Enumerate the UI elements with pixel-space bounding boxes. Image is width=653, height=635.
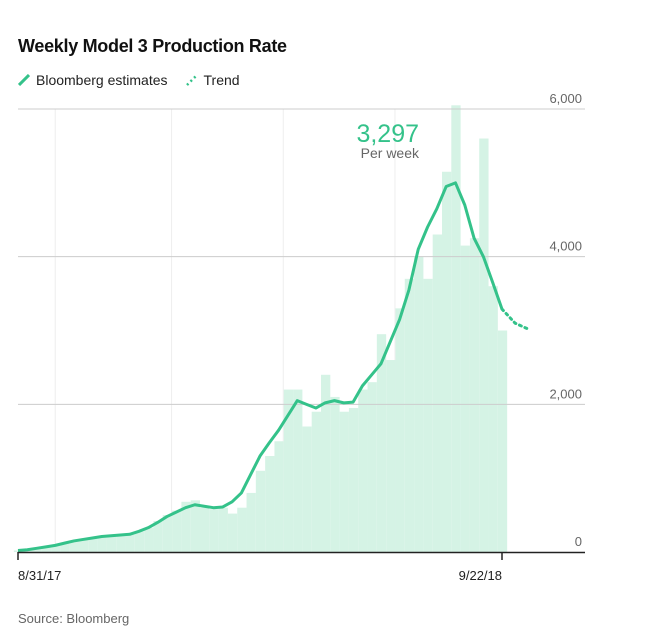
y-tick-label: 2,000 <box>549 386 582 401</box>
bar <box>479 138 489 553</box>
bar <box>190 500 200 552</box>
bar <box>404 278 415 552</box>
bar <box>488 286 498 552</box>
estimates-line <box>17 181 504 553</box>
bar <box>265 456 275 552</box>
bar <box>358 389 368 552</box>
legend-item-trend: Trend <box>185 72 240 88</box>
trend-line <box>500 307 530 331</box>
bar <box>134 531 145 552</box>
bar <box>311 411 321 552</box>
bar <box>367 382 377 552</box>
annotation-value: 3,297 <box>356 120 419 148</box>
bar <box>60 543 70 552</box>
bar <box>51 545 61 552</box>
bar <box>376 334 387 552</box>
bar <box>497 330 508 552</box>
bar <box>460 245 470 552</box>
bar <box>432 234 442 552</box>
bar <box>209 509 219 552</box>
bar <box>274 441 284 552</box>
bar <box>181 501 191 552</box>
bar <box>79 539 89 552</box>
bar <box>116 535 126 552</box>
bar <box>451 105 461 552</box>
bar <box>144 527 154 552</box>
bar <box>69 540 79 552</box>
bar <box>97 536 107 552</box>
y-tick-label: 0 <box>575 534 582 549</box>
bar <box>348 408 359 552</box>
bar <box>162 515 173 552</box>
y-tick-label: 6,000 <box>549 91 582 106</box>
bar <box>321 374 331 552</box>
bar <box>246 492 256 552</box>
bar <box>227 513 238 552</box>
legend: Bloomberg estimates Trend <box>18 72 240 88</box>
bar <box>125 534 135 552</box>
legend-label: Trend <box>203 72 240 88</box>
bar <box>293 389 303 552</box>
annotation-label: Per week <box>361 145 420 161</box>
bar <box>423 278 433 552</box>
source-note: Source: Bloomberg <box>18 611 130 626</box>
legend-item-estimates: Bloomberg estimates <box>18 72 168 88</box>
bar <box>106 535 117 552</box>
bar <box>469 238 480 553</box>
bar <box>218 507 228 552</box>
y-tick-label: 4,000 <box>549 239 582 254</box>
legend-label: Bloomberg estimates <box>36 72 168 88</box>
bar <box>88 537 98 552</box>
bar <box>153 520 163 552</box>
bar <box>302 426 312 552</box>
bar <box>386 360 396 552</box>
bar <box>330 396 340 552</box>
x-tick-label: 8/31/17 <box>18 568 61 583</box>
bar <box>255 470 266 552</box>
bar <box>200 507 210 552</box>
bar <box>32 548 42 552</box>
x-tick-label: 9/22/18 <box>459 568 502 583</box>
solid-line-icon <box>18 74 30 86</box>
bar <box>339 411 349 552</box>
bar <box>395 308 405 552</box>
bar <box>442 171 452 552</box>
dotted-line-icon <box>185 74 198 86</box>
chart-title: Weekly Model 3 Production Rate <box>18 36 287 56</box>
bar <box>237 507 247 552</box>
bar <box>41 546 52 552</box>
bar <box>283 389 294 552</box>
bar <box>172 510 182 552</box>
